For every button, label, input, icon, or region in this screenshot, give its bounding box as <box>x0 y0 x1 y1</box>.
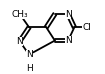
Text: CH₃: CH₃ <box>11 10 28 19</box>
Text: N: N <box>65 10 72 19</box>
Text: N: N <box>26 50 32 59</box>
Text: Cl: Cl <box>82 23 91 32</box>
Text: N: N <box>16 37 23 46</box>
Text: H: H <box>26 64 32 73</box>
Text: N: N <box>65 36 72 45</box>
